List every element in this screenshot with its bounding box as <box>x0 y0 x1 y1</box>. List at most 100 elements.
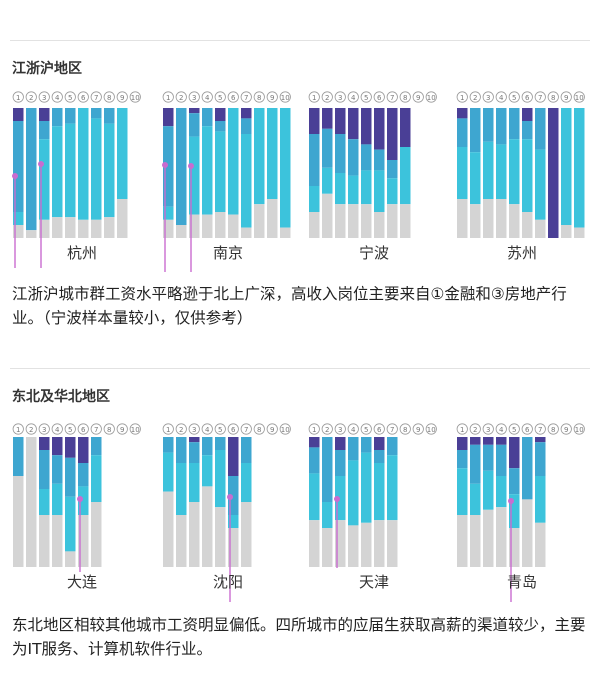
category-circle-杭州-7 <box>90 91 102 103</box>
bar-segment-天津-6-s2 <box>374 463 385 521</box>
bar-segment-苏州-2-s1 <box>470 108 481 153</box>
bar-segment-南京-9-s3 <box>267 199 278 238</box>
category-label-苏州-5: 5 <box>512 94 516 102</box>
bar-segment-沈阳-5-s2 <box>215 450 226 508</box>
bar-segment-青岛-6-s1 <box>522 437 533 500</box>
bar-segment-杭州-1-s0 <box>13 108 24 121</box>
category-label-天津-10: 10 <box>427 426 436 434</box>
category-label-苏州-4: 4 <box>499 94 504 102</box>
bar-segment-苏州-7-s3 <box>535 219 546 238</box>
bar-segment-苏州-9-s3 <box>561 225 572 238</box>
bar-segment-杭州-1-s3 <box>13 225 24 238</box>
category-circle-大连-6 <box>77 423 89 435</box>
caption-jiangzhehu: 江浙沪城市群工资水平略逊于北上广深，高收入岗位主要来自①金融和③房地产行业。（宁… <box>12 285 567 327</box>
bar-segment-苏州-3-s1 <box>483 108 494 142</box>
category-circle-苏州-4 <box>495 91 507 103</box>
city-label-沈阳: 沈阳 <box>213 573 243 591</box>
bar-segment-天津-1-s1 <box>309 447 320 474</box>
bar-segment-沈阳-7-s2 <box>241 463 252 502</box>
bar-segment-宁波-6-s0 <box>374 108 385 150</box>
bar-segment-沈阳-3-s3 <box>189 502 200 567</box>
category-circle-宁波-1 <box>308 91 320 103</box>
bar-segment-杭州-7-s3 <box>91 219 102 238</box>
category-label-宁波-3: 3 <box>338 94 342 102</box>
bar-segment-杭州-3-s3 <box>39 219 50 238</box>
category-circle-天津-1 <box>308 423 320 435</box>
bar-segment-宁波-7-s0 <box>387 108 398 160</box>
bar-segment-苏州-6-s0 <box>522 108 533 121</box>
category-circle-宁波-10 <box>425 91 437 103</box>
bar-segment-杭州-3-s1 <box>39 121 50 140</box>
bar-segment-苏州-5-s3 <box>509 204 520 238</box>
bar-segment-苏州-10-s3 <box>574 227 585 238</box>
bar-segment-苏州-4-s1 <box>496 108 507 145</box>
category-circle-天津-3 <box>334 423 346 435</box>
category-circle-青岛-9 <box>560 423 572 435</box>
marker-dot-青岛-0 <box>508 498 514 504</box>
bar-segment-苏州-6-s3 <box>522 212 533 238</box>
bar-segment-青岛-4-s1 <box>496 444 507 476</box>
bar-segment-青岛-3-s2 <box>483 470 494 510</box>
category-label-杭州-6: 6 <box>81 94 86 102</box>
bar-segment-杭州-5-s1 <box>65 108 76 124</box>
category-circle-大连-1 <box>12 423 24 435</box>
city-label-杭州: 杭州 <box>67 244 97 262</box>
category-circle-大连-3 <box>38 423 50 435</box>
category-circle-天津-9 <box>412 423 424 435</box>
category-label-天津-7: 7 <box>390 426 394 434</box>
bar-segment-南京-1-s2 <box>163 206 174 220</box>
bar-segment-宁波-2-s2 <box>322 167 333 194</box>
bar-segment-大连-6-s2 <box>78 486 89 515</box>
bar-segment-南京-8-s2 <box>254 108 265 205</box>
bar-segment-苏州-8-s0 <box>548 108 559 238</box>
bar-segment-大连-5-s2 <box>65 496 76 552</box>
bar-segment-宁波-2-s1 <box>322 128 333 168</box>
bar-segment-大连-5-s1 <box>65 457 76 497</box>
marker-dot-杭州-1 <box>38 161 44 167</box>
bar-segment-宁波-8-s2 <box>400 147 411 205</box>
category-label-宁波-10: 10 <box>427 94 436 102</box>
category-circle-苏州-7 <box>534 91 546 103</box>
category-circle-沈阳-6 <box>227 423 239 435</box>
bar-segment-青岛-4-s2 <box>496 476 507 508</box>
bar-segment-苏州-3-s2 <box>483 141 494 199</box>
bar-segment-天津-1-s0 <box>309 437 320 448</box>
city-label-天津: 天津 <box>359 573 389 591</box>
category-circle-南京-7 <box>240 91 252 103</box>
bar-segment-天津-6-s3 <box>374 520 385 567</box>
bar-segment-天津-4-s1 <box>348 437 359 461</box>
bar-segment-青岛-4-s0 <box>496 437 507 445</box>
category-circle-苏州-3 <box>482 91 494 103</box>
bar-segment-青岛-2-s0 <box>470 437 481 445</box>
bar-segment-青岛-5-s1 <box>509 468 520 495</box>
bar-segment-沈阳-1-s2 <box>163 452 174 492</box>
bar-segment-宁波-4-s1 <box>348 139 359 176</box>
category-circle-苏州-10 <box>573 91 585 103</box>
category-label-天津-1: 1 <box>312 426 316 434</box>
bar-segment-杭州-7-s1 <box>91 108 102 119</box>
bar-segment-苏州-4-s3 <box>496 199 507 238</box>
city-label-苏州: 苏州 <box>507 244 537 262</box>
category-label-宁波-8: 8 <box>403 94 407 102</box>
bar-segment-苏州-2-s3 <box>470 204 481 238</box>
bar-segment-南京-5-s1 <box>215 121 226 132</box>
bar-segment-南京-1-s1 <box>163 126 174 207</box>
bar-segment-天津-6-s1 <box>374 450 385 463</box>
category-circle-杭州-2 <box>25 91 37 103</box>
category-circle-南京-8 <box>253 91 265 103</box>
bar-segment-苏州-6-s2 <box>522 139 533 212</box>
bar-segment-青岛-1-s1 <box>457 450 468 469</box>
bar-segment-大连-3-s3 <box>39 515 50 567</box>
bar-segment-天津-6-s0 <box>374 437 385 450</box>
bar-segment-青岛-5-s2 <box>509 494 520 528</box>
bar-segment-青岛-1-s0 <box>457 437 468 450</box>
marker-dot-杭州-0 <box>12 173 18 179</box>
bar-segment-杭州-2-s1 <box>26 108 37 231</box>
category-label-大连-7: 7 <box>94 426 98 434</box>
bar-segment-宁波-7-s3 <box>387 204 398 238</box>
category-label-青岛-1: 1 <box>460 426 464 434</box>
category-label-南京-8: 8 <box>257 94 261 102</box>
category-label-青岛-7: 7 <box>538 426 542 434</box>
category-label-宁波-9: 9 <box>416 94 420 102</box>
